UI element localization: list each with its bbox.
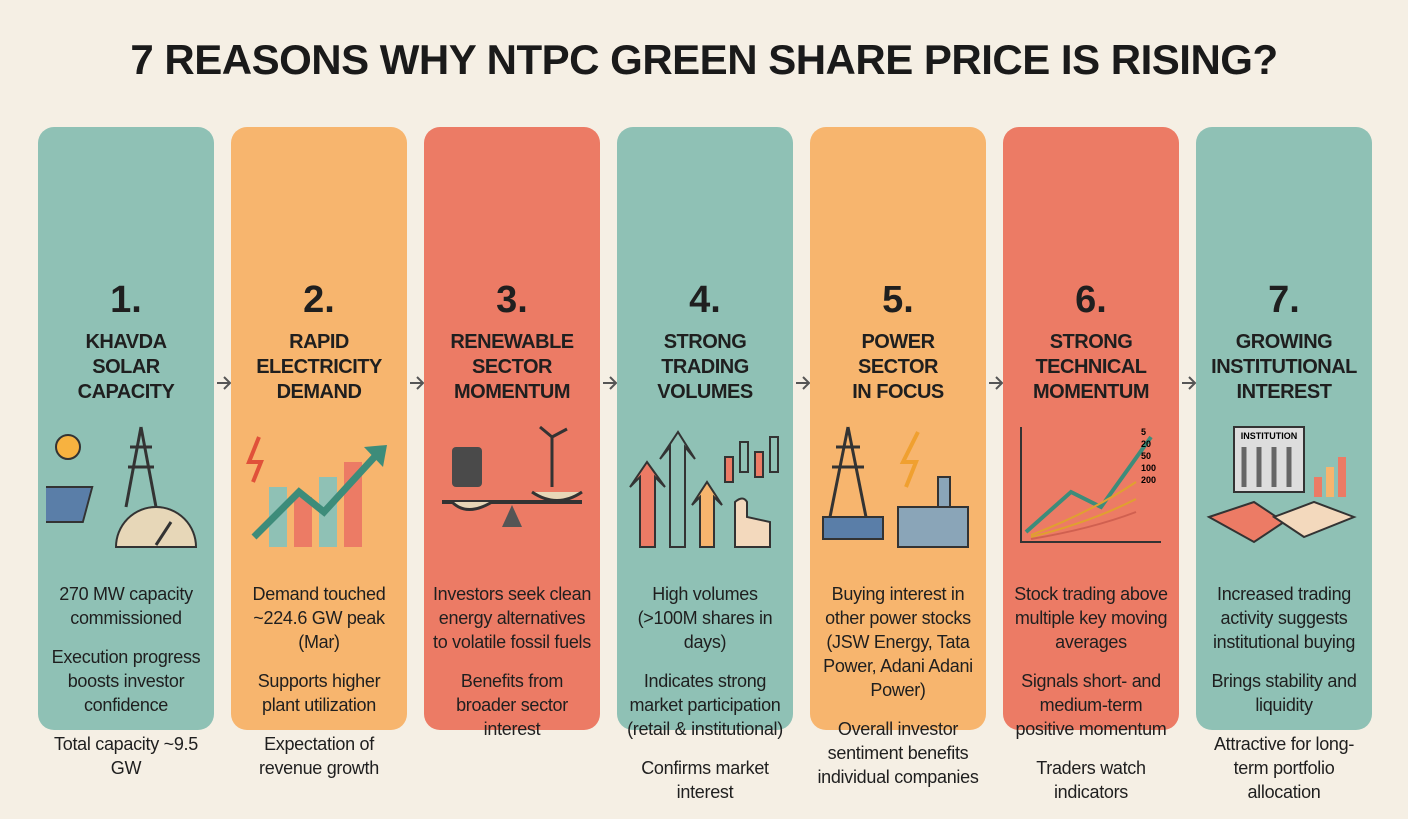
arrow [796,376,811,390]
arrow [989,376,1004,390]
icon [442,425,583,527]
card-heading: GROWING INSTITUTIONAL INTEREST [1196,330,1372,405]
icon [46,426,198,548]
heading-line: IN FOCUS [852,381,944,403]
body-text: Investors seek clean energy alternatives… [432,584,592,652]
heading-line: KHAVDA [85,331,167,353]
body-text: Expectation of revenue growth [259,734,379,778]
card-heading: KHAVDA SOLAR CAPACITY [38,330,214,405]
body-text: Attractive for long-term portfolio alloc… [1213,734,1355,802]
heading-line: SOLAR [92,356,160,378]
icon-label: 20 [1141,439,1151,449]
heading-line: MOMENTUM [1033,381,1149,403]
card-body: High volumes (>100M shares in days) Indic… [623,582,787,819]
body-text: Indicates strong market participation (r… [627,671,783,739]
arrow [603,376,618,390]
card: 6. STRONG TECHNICAL MOMENTUM 5 20 50 100 200 Stoc… [1003,127,1179,802]
card-body: Investors seek clean energy alternatives… [430,582,594,756]
card-number: 5. [882,279,914,321]
arrow [410,376,425,390]
card-heading: RENEWABLE SECTOR MOMENTUM [424,330,600,405]
body-text: Supports higher plant utilization [257,671,381,715]
card: 4. STRONG TRADING VOLUMES High volumes (>100… [617,127,793,802]
body-text: Demand touched ~224.6 GW peak (Mar) [252,584,386,652]
icon [629,430,779,548]
body-text: Benefits from broader sector interest [456,671,568,739]
body-text: Traders watch indicators [1036,758,1146,802]
arrow [217,376,232,390]
card-heading: STRONG TRADING VOLUMES [617,330,793,405]
heading-line: DEMAND [276,381,362,403]
card-body: Buying interest in other power stocks (J… [816,582,980,804]
heading-line: INSTITUTIONAL [1211,356,1357,378]
icon: INSTITUTION [1206,426,1357,544]
body-text: Overall investor sentiment benefits indi… [817,719,979,787]
heading-line: GROWING [1235,331,1333,353]
page: 7 REASONS WHY NTPC GREEN SHARE PRICE IS … [38,36,1372,802]
heading-line: MOMENTUM [454,381,570,403]
card-heading: STRONG TECHNICAL MOMENTUM [1003,330,1179,405]
title: 7 REASONS WHY NTPC GREEN SHARE PRICE IS … [130,36,1278,83]
heading-line: TECHNICAL [1035,356,1147,378]
card: 1. KHAVDA SOLAR CAPACITY 270 MW capacity com… [38,127,214,778]
card-body: Increased trading activity suggests inst… [1202,582,1366,819]
body-text: Stock trading above multiple key moving … [1014,584,1168,652]
heading-line: VOLUMES [657,381,753,403]
body-text: 270 MW capacity commissioned [59,584,193,628]
body-text: Execution progress boosts investor confi… [51,647,201,715]
card-body: Stock trading above multiple key moving … [1009,582,1173,819]
heading-line: STRONG [1049,331,1133,353]
body-text: Increased trading activity suggests inst… [1212,584,1356,652]
icon-label: INSTITUTION [1241,431,1298,441]
icon [822,426,969,548]
card: 3. RENEWABLE SECTOR MOMENTUM Investors seek … [424,127,600,739]
heading-line: STRONG [663,331,747,353]
card-number: 2. [303,279,335,321]
card-number: 4. [689,279,721,321]
heading-line: RAPID [289,331,349,353]
heading-line: INTEREST [1236,381,1332,403]
icon-label: 200 [1141,475,1156,485]
heading-line: CAPACITY [77,381,175,403]
body-text: Total capacity ~9.5 GW [54,734,198,778]
heading-line: ELECTRICITY [256,356,382,378]
body-text: Buying interest in other power stocks (J… [823,584,973,700]
card-heading: RAPID ELECTRICITY DEMAND [231,330,407,405]
card-body: 270 MW capacity commissioned Execution pr… [44,582,208,795]
heading-line: POWER [861,331,935,353]
body-text: Signals short- and medium-term positive … [1015,671,1167,739]
icon-label: 100 [1141,463,1156,473]
card-number: 6. [1075,279,1107,321]
card-body: Demand touched ~224.6 GW peak (Mar) Suppo… [237,582,401,795]
card-number: 3. [496,279,528,321]
heading-line: SECTOR [472,356,552,378]
card-number: 7. [1268,279,1300,321]
card-number: 1. [110,279,142,321]
icon [246,436,387,547]
card-heading: POWER SECTOR IN FOCUS [810,330,986,405]
card: 2. RAPID ELECTRICITY DEMAND Demand touched ~… [231,127,407,778]
body-text: High volumes (>100M shares in days) [637,584,773,652]
heading-line: SECTOR [858,356,938,378]
icon-label: 50 [1141,451,1151,461]
card: 7. GROWING INSTITUTIONAL INTEREST INSTITUTIO… [1196,127,1372,802]
icon: 5 20 50 100 200 [1020,427,1161,543]
card: 5. POWER SECTOR IN FOCUS Buying interest in … [810,127,986,787]
heading-line: TRADING [661,356,749,378]
heading-line: RENEWABLE [450,331,574,353]
body-text: Confirms market interest [641,758,769,802]
icon-label: 5 [1141,427,1146,437]
body-text: Brings stability and liquidity [1211,671,1357,715]
arrow [1182,376,1197,390]
